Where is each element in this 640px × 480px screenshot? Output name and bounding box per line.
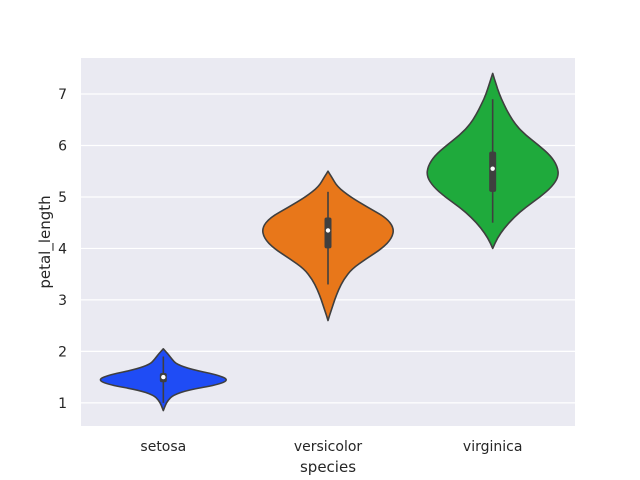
y-tick-label: 1 xyxy=(58,396,67,412)
x-tick-label: setosa xyxy=(140,439,186,455)
y-tick-label: 3 xyxy=(58,293,67,309)
median-dot xyxy=(490,166,495,171)
violins xyxy=(99,72,559,412)
median-dot xyxy=(161,374,166,380)
iqr-box xyxy=(324,217,332,249)
violin-virginica xyxy=(426,72,559,250)
y-tick-label: 7 xyxy=(58,87,67,103)
iqr-box xyxy=(489,151,497,192)
y-tick-label: 2 xyxy=(58,344,67,360)
median-dot xyxy=(325,228,331,233)
x-tick-label: versicolor xyxy=(294,439,363,455)
y-tick-label: 4 xyxy=(58,241,67,257)
x-axis-label: species xyxy=(300,458,356,476)
violin-versicolor xyxy=(262,170,394,322)
violin-setosa xyxy=(99,348,227,412)
y-tick-labels: 1 2 3 4 5 6 7 xyxy=(58,87,67,412)
x-tick-label: virginica xyxy=(463,439,523,455)
y-tick-label: 6 xyxy=(58,138,67,154)
y-tick-label: 5 xyxy=(58,190,67,206)
x-tick-labels: setosa versicolor virginica xyxy=(140,439,522,455)
y-axis-label: petal_length xyxy=(36,195,55,288)
